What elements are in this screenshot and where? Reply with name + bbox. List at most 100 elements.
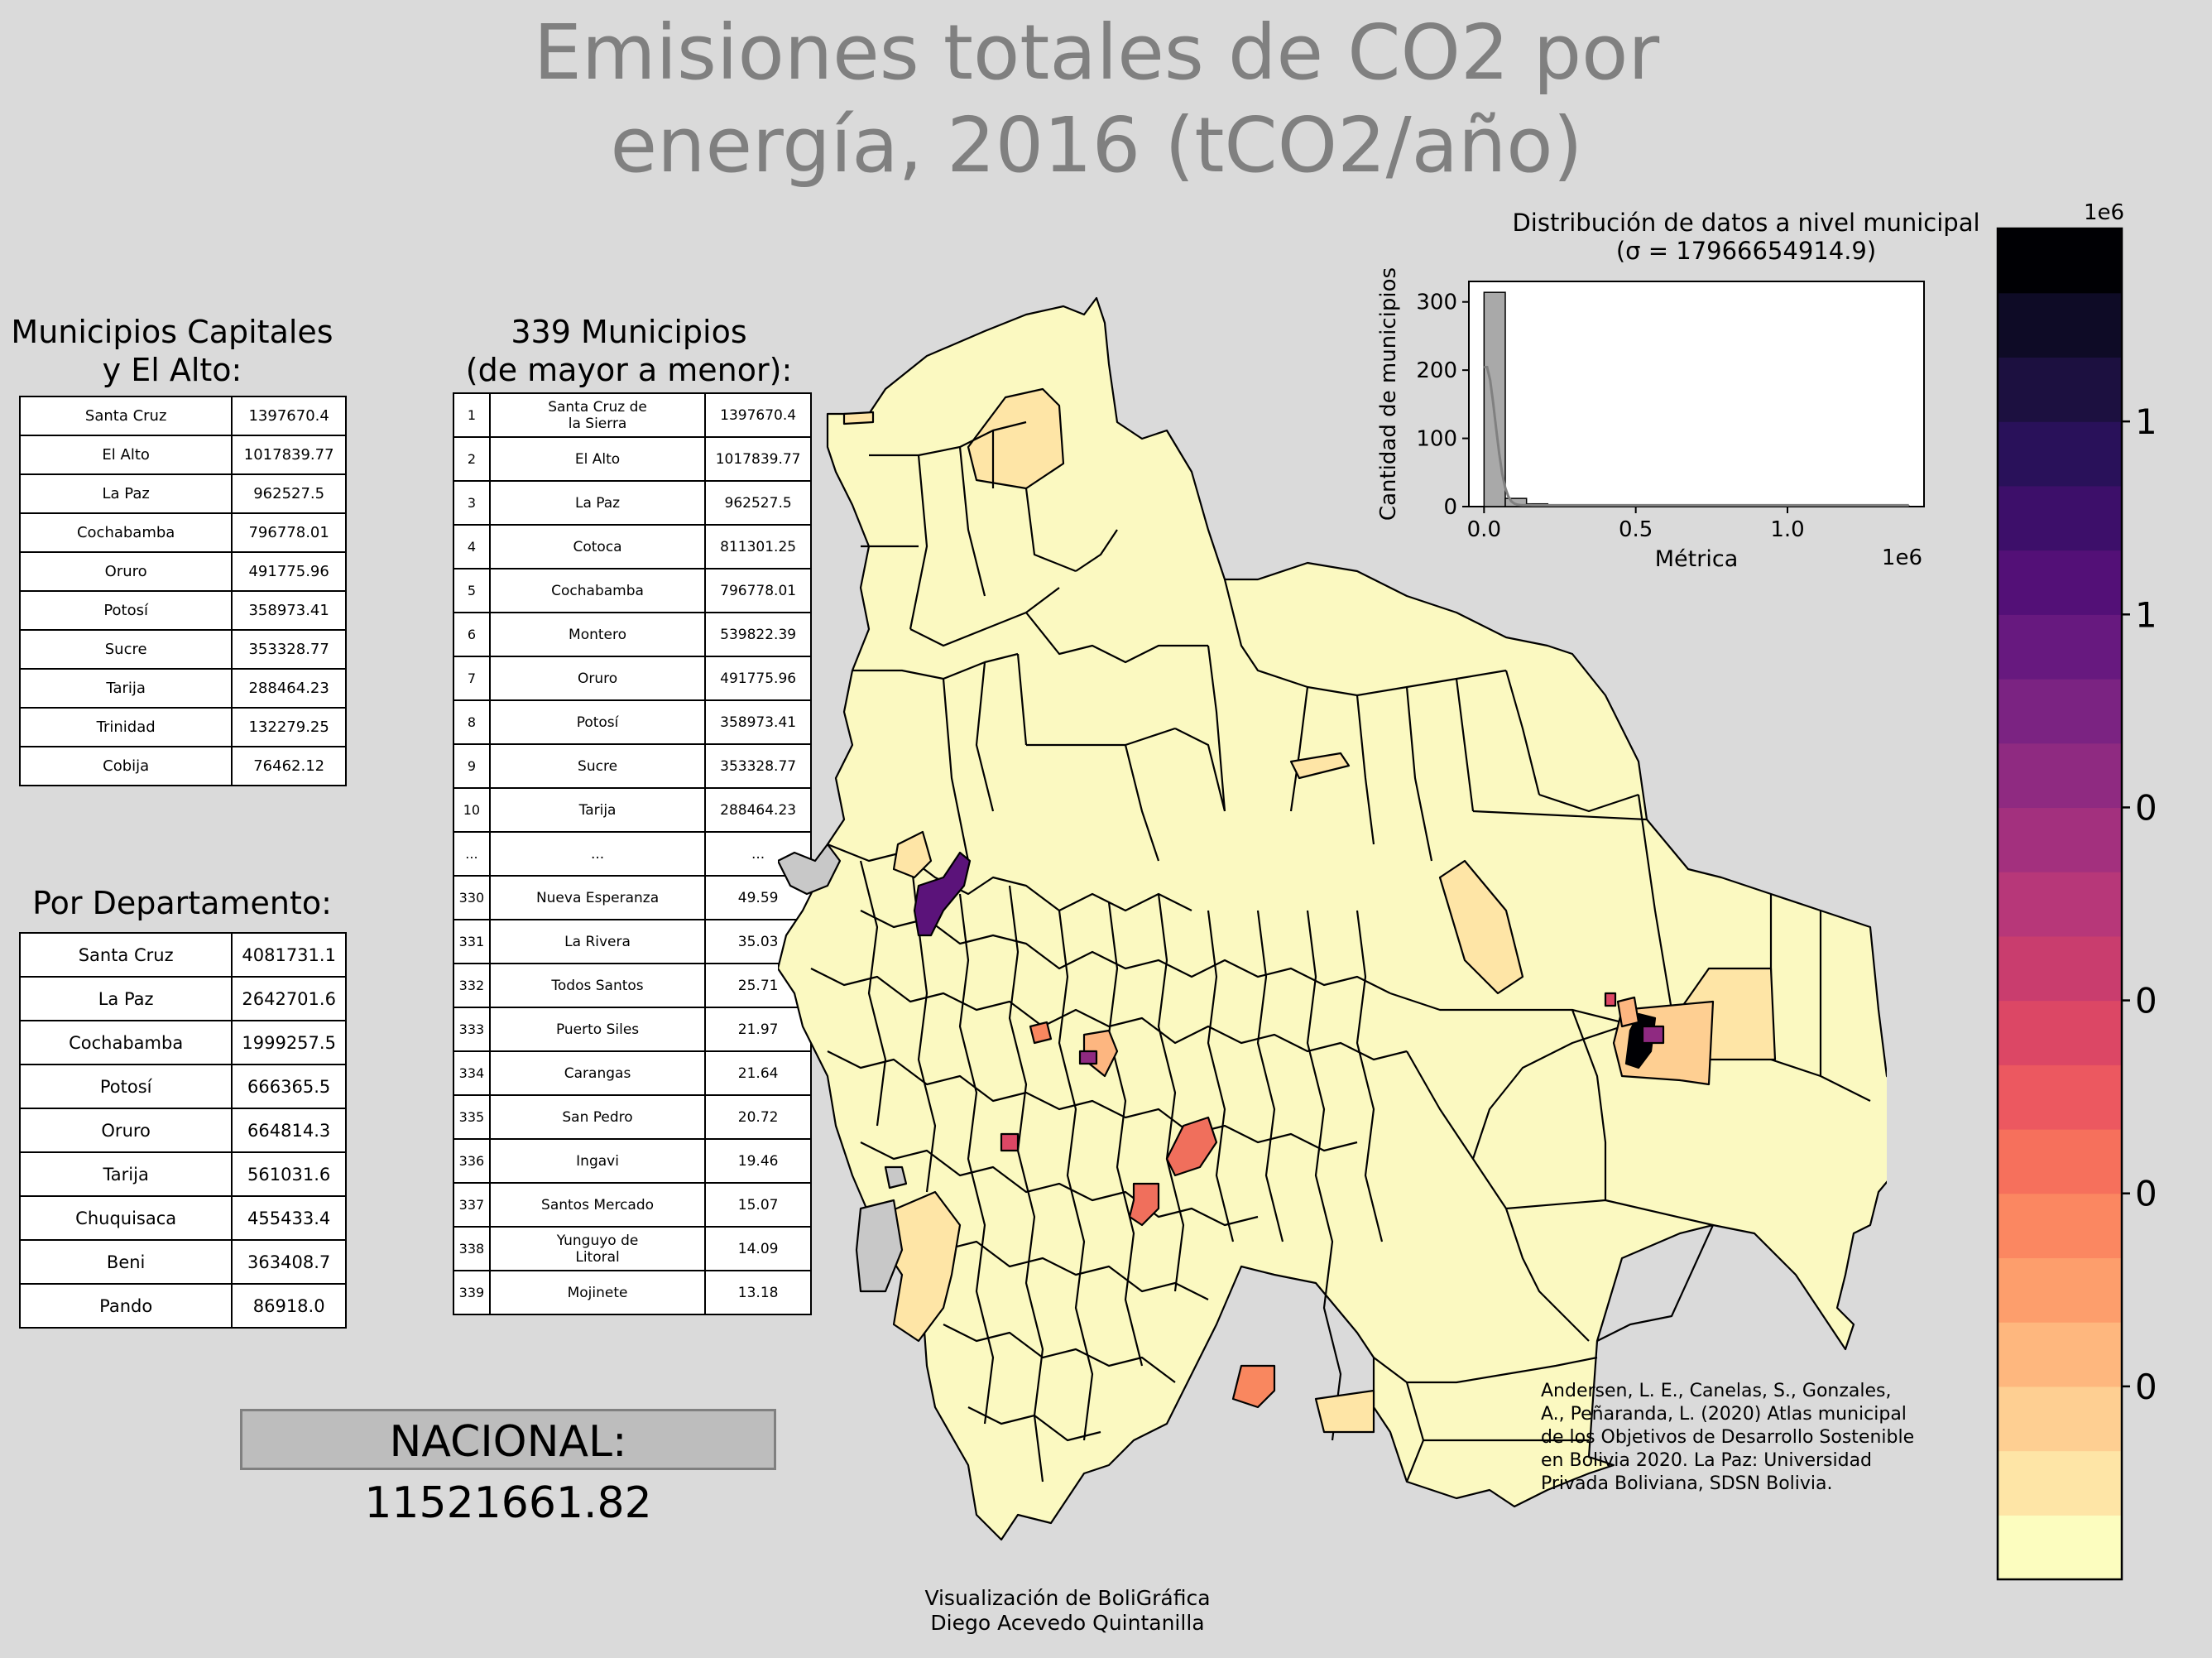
row-rank: 9 [453, 743, 491, 789]
histogram-x-exponent: 1e6 [1882, 545, 1922, 570]
row-rank: 338 [453, 1226, 491, 1271]
table-row: 6 Montero 539822.39 [453, 612, 812, 657]
row-name: Carangas [488, 1050, 707, 1096]
table-row: Cochabamba 796778.01 [18, 512, 347, 553]
colorbar-segment [1998, 614, 2122, 680]
row-rank: 332 [453, 963, 491, 1008]
row-value: 962527.5 [231, 473, 347, 514]
row-name: Potosí [18, 1064, 233, 1109]
title-line-2: energía, 2016 (tCO2/año) [610, 101, 1583, 190]
citation-line: en Bolivia 2020. La Paz: Universidad [1541, 1450, 1873, 1471]
row-value: 363408.7 [231, 1239, 347, 1285]
row-value: 962527.5 [704, 480, 812, 526]
row-value: 14.09 [704, 1226, 812, 1271]
map-title: Emisiones totales de CO2 por energía, 20… [0, 7, 2193, 192]
capitals-heading: Municipios Capitales y El Alto: [7, 313, 338, 389]
tarija-light-region [1314, 1389, 1375, 1434]
row-name: La Paz [18, 976, 233, 1021]
colorbar-tick-label: 1.2 [2135, 401, 2160, 442]
row-value: 455433.4 [231, 1195, 347, 1241]
warnes-red-patch [1604, 992, 1617, 1007]
row-value: 1397670.4 [704, 392, 812, 438]
row-value: 288464.23 [704, 787, 812, 833]
row-value: 288464.23 [231, 668, 347, 709]
table-row: 331 La Rivera 35.03 [453, 919, 812, 964]
colorbar-segment [1998, 1193, 2122, 1259]
table-row: 4 Cotoca 811301.25 [453, 524, 812, 569]
central-light-patch [1289, 752, 1351, 780]
table-row: Cobija 76462.12 [18, 746, 347, 786]
histogram-title-line-2: (σ = 17966654914.9) [1615, 237, 1877, 265]
municipalities-heading-line-2: (de mayor a menor): [465, 352, 793, 388]
row-name: Cotoca [488, 524, 707, 569]
row-value: 132279.25 [231, 707, 347, 747]
row-value: 4081731.1 [231, 932, 347, 978]
table-row: Potosí 666365.5 [18, 1064, 347, 1109]
table-row: Trinidad 132279.25 [18, 707, 347, 747]
national-total: NACIONAL: 11521661.82 [240, 1409, 776, 1528]
row-value: 358973.41 [704, 699, 812, 745]
row-value: 13.18 [704, 1270, 812, 1315]
row-name: Trinidad [18, 707, 233, 747]
row-rank: 4 [453, 524, 491, 569]
table-row: Tarija 561031.6 [18, 1151, 347, 1197]
histogram-y-tick-label: 0 [1443, 495, 1457, 520]
row-rank: 334 [453, 1050, 491, 1096]
row-value: 1999257.5 [231, 1020, 347, 1065]
table-row: 7 Oruro 491775.96 [453, 656, 812, 701]
table-row: Cochabamba 1999257.5 [18, 1020, 347, 1065]
histogram-y-tick-label: 100 [1416, 427, 1457, 452]
table-row: 8 Potosí 358973.41 [453, 699, 812, 745]
row-name: Tarija [488, 787, 707, 833]
table-row: Potosí 358973.41 [18, 590, 347, 631]
table-row: 9 Sucre 353328.77 [453, 743, 812, 789]
table-row: 2 El Alto 1017839.77 [453, 436, 812, 482]
departments-heading: Por Departamento: [32, 885, 332, 921]
row-name: Sucre [18, 629, 233, 670]
pando-light-region [967, 387, 1065, 490]
citation-line: Privada Boliviana, SDSN Bolivia. [1541, 1473, 1833, 1494]
colorbar-tick-label: 0.4 [2135, 1174, 2160, 1214]
colorbar-segment [1998, 1064, 2122, 1130]
colorbar-segment [1998, 1386, 2122, 1452]
histogram-title-line-1: Distribución de datos a nivel municipal [1512, 209, 1980, 237]
colorbar-segment [1998, 550, 2122, 615]
row-name: La Rivera [488, 919, 707, 964]
colorbar-tick-label: 0.8 [2135, 787, 2160, 828]
cochabamba-purple-patch [1078, 1050, 1098, 1065]
row-name: Tarija [18, 668, 233, 709]
row-value: 561031.6 [231, 1151, 347, 1197]
colorbar-segment [1998, 1450, 2122, 1516]
row-name: Sucre [488, 743, 707, 789]
colorbar-segment [1998, 1000, 2122, 1065]
country-outline [778, 296, 1887, 1541]
row-value: 1397670.4 [231, 396, 347, 436]
histogram-x-tick-label: 1.0 [1770, 517, 1804, 542]
row-rank: 330 [453, 875, 491, 920]
row-value: 21.64 [704, 1050, 812, 1096]
row-value: 358973.41 [231, 590, 347, 631]
table-row: 334 Carangas 21.64 [453, 1050, 812, 1096]
la-paz-light-region [892, 830, 933, 879]
row-rank: 3 [453, 480, 491, 526]
row-name: Mojinete [488, 1270, 707, 1315]
row-rank: 331 [453, 919, 491, 964]
row-name: Santa Cruz [18, 396, 233, 436]
table-row: Chuquisaca 455433.4 [18, 1195, 347, 1241]
histogram-y-tick-label: 200 [1416, 358, 1457, 383]
row-name: Puerto Siles [488, 1007, 707, 1052]
row-value: 19.46 [704, 1138, 812, 1184]
row-name: Pando [18, 1283, 233, 1329]
row-name: Tarija [18, 1151, 233, 1197]
row-rank: 2 [453, 436, 491, 482]
row-rank: 335 [453, 1094, 491, 1140]
colorbar-exponent: 1e6 [2084, 200, 2125, 225]
row-name: La Paz [488, 480, 707, 526]
colorbar-segment [1998, 421, 2122, 487]
colorbar-segment [1998, 872, 2122, 937]
table-row: La Paz 962527.5 [18, 473, 347, 514]
row-name: Cochabamba [488, 568, 707, 613]
colorbar-tick-label: 0.2 [2135, 1367, 2160, 1407]
row-rank: 8 [453, 699, 491, 745]
row-value: 491775.96 [704, 656, 812, 701]
